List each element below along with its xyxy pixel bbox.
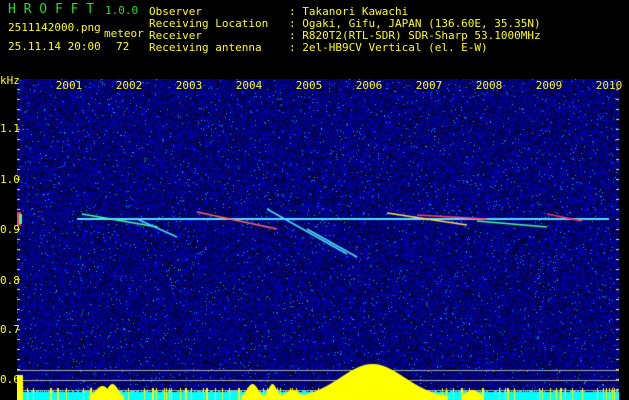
- y-tick-label: 0.6: [0, 373, 20, 386]
- x-tick-label: 2001: [55, 79, 83, 92]
- x-tick-label: 2010: [595, 79, 623, 92]
- x-tick-label: 2004: [235, 79, 263, 92]
- x-tick-label: 2006: [355, 79, 383, 92]
- info-antenna-value: : 2el-HB9CV Vertical (el. E-W): [289, 41, 488, 54]
- y-tick-label: 1.0: [0, 173, 20, 186]
- x-tick-label: 2002: [115, 79, 143, 92]
- info-antenna-label: Receiving antenna: [149, 41, 262, 54]
- file-name: 2511142000.png: [8, 21, 101, 34]
- x-tick-label: 2008: [475, 79, 503, 92]
- info-location-label: Receiving Location: [149, 17, 269, 30]
- y-tick-label: 1.1: [0, 122, 20, 135]
- x-tick-label: 2007: [415, 79, 443, 92]
- app-version: 1.0.0: [105, 4, 139, 17]
- app-title: H R O F F T: [8, 2, 95, 17]
- info-location-value: : Ogaki, Gifu, JAPAN (136.60E, 35.35N): [289, 17, 541, 30]
- x-tick-label: 2005: [295, 79, 323, 92]
- info-receiver-value: : R820T2(RTL-SDR) SDR-Sharp 53.1000MHz: [289, 29, 541, 42]
- x-tick-label: 2003: [175, 79, 203, 92]
- spectrogram: [17, 79, 619, 400]
- y-tick-label: 0.7: [0, 323, 20, 336]
- info-observer-label: Observer: [149, 5, 202, 18]
- y-tick-label: 0.9: [0, 223, 20, 236]
- x-tick-label: 2009: [535, 79, 563, 92]
- y-tick-label: 0.8: [0, 274, 20, 287]
- meteor-count: 72: [116, 40, 130, 53]
- info-observer-value: : Takanori Kawachi: [289, 5, 409, 18]
- info-receiver-label: Receiver: [149, 29, 202, 42]
- file-datetime: 25.11.14 20:00: [8, 40, 101, 53]
- y-unit-label: kHz: [0, 74, 20, 87]
- meteor-label: meteor: [104, 27, 144, 40]
